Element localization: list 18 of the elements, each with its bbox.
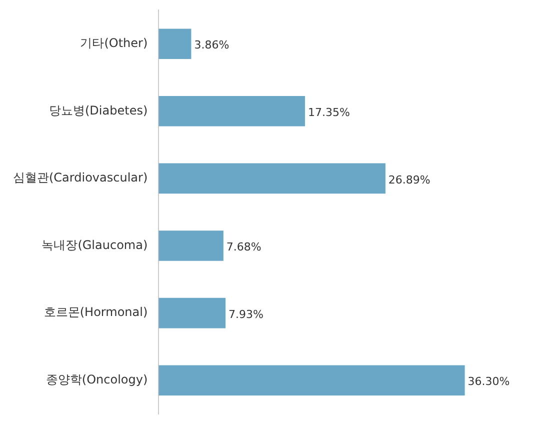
- data-label: 3.86%: [194, 38, 230, 52]
- y-tick-label: 종양학(Oncology): [46, 372, 148, 386]
- y-tick-label: 심혈관(Cardiovascular): [12, 170, 148, 185]
- data-label: 36.30%: [468, 375, 510, 388]
- data-label: 26.89%: [388, 173, 430, 186]
- bar: [158, 96, 305, 126]
- bar: [158, 230, 224, 261]
- data-label: 7.68%: [226, 240, 262, 254]
- bar: [158, 365, 465, 396]
- y-tick-label: 녹내장(Glaucoma): [42, 238, 148, 252]
- bar: [158, 163, 386, 194]
- data-label: 7.93%: [228, 308, 264, 321]
- bar: [158, 298, 226, 328]
- y-tick-label: 호르몬(Hormonal): [44, 305, 148, 320]
- data-label: 17.35%: [308, 106, 350, 120]
- y-tick-label: 당뇨병(Diabetes): [49, 103, 148, 118]
- y-tick-label: 기타(Other): [80, 36, 148, 50]
- bar: [158, 28, 192, 59]
